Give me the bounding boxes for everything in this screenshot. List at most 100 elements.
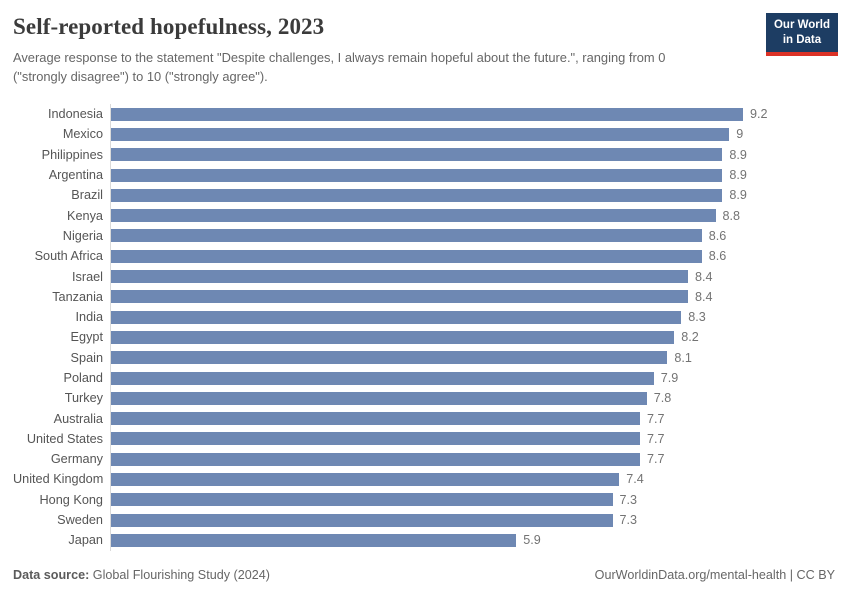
- country-label: United Kingdom: [13, 472, 104, 487]
- bar[interactable]: [111, 432, 640, 446]
- bar-area: 8.9: [110, 144, 850, 165]
- value-label: 5.9: [523, 533, 541, 548]
- bar-area: 7.8: [110, 388, 850, 409]
- chart-row: Tanzania 8.4: [13, 286, 850, 307]
- country-label: Poland: [63, 371, 103, 385]
- bar-area: 5.9: [110, 530, 850, 551]
- chart-row: Hong Kong 7.3: [13, 489, 850, 510]
- bar-chart: Indonesia 9.2 Mexico 9 Philippines 8.9 Argenti…: [13, 104, 850, 551]
- value-label: 7.7: [647, 431, 665, 446]
- bar[interactable]: [111, 188, 723, 202]
- value-label: 7.7: [647, 452, 665, 467]
- country-label: South Africa: [34, 249, 103, 264]
- chart-row: Japan 5.9: [13, 530, 850, 551]
- country-label: Sweden: [57, 513, 103, 528]
- bar-area: 7.7: [110, 408, 850, 429]
- bar-area: 7.3: [110, 489, 850, 510]
- country-label: Israel: [71, 269, 103, 284]
- country-label: India: [75, 310, 103, 325]
- chart-title: Self-reported hopefulness, 2023: [13, 14, 325, 39]
- chart-row: Brazil 8.9: [13, 185, 850, 206]
- country-label: Indonesia: [47, 107, 103, 122]
- bar-area: 7.9: [110, 367, 850, 389]
- bar[interactable]: [111, 249, 702, 263]
- bar-area: 9: [110, 124, 850, 145]
- value-label: 8.6: [708, 249, 727, 264]
- bar[interactable]: [111, 148, 723, 162]
- chart-row: United Kingdom 7.4: [13, 469, 850, 490]
- bar[interactable]: [111, 472, 620, 486]
- country-label: Nigeria: [62, 228, 103, 243]
- chart-row: Indonesia 9.2: [13, 104, 850, 125]
- country-label: Turkey: [64, 391, 103, 406]
- bar[interactable]: [111, 107, 743, 121]
- country-label: Australia: [53, 411, 103, 426]
- bar[interactable]: [111, 533, 517, 547]
- chart-footer: Data source: Global Flourishing Study (2…: [13, 568, 835, 582]
- bar[interactable]: [111, 229, 702, 243]
- bar[interactable]: [111, 168, 723, 182]
- bar[interactable]: [111, 209, 716, 223]
- chart-row: Poland 7.9: [13, 367, 850, 389]
- bar[interactable]: [111, 310, 682, 324]
- chart-row: Germany 7.7: [13, 449, 850, 470]
- bar-area: 8.3: [110, 306, 850, 328]
- data-source-note: Data source: Global Flourishing Study (2…: [13, 568, 270, 582]
- chart-row: Nigeria 8.6: [13, 225, 850, 247]
- data-source-value: Global Flourishing Study (2024): [89, 568, 270, 582]
- bar-area: 8.4: [110, 286, 850, 307]
- owid-citation-link[interactable]: OurWorldinData.org/mental-health | CC BY: [594, 568, 835, 582]
- bar[interactable]: [111, 127, 730, 141]
- country-label: Japan: [68, 533, 103, 548]
- bar-area: 8.1: [110, 347, 850, 368]
- chart-row: Philippines 8.9: [13, 144, 850, 165]
- bar[interactable]: [111, 330, 675, 344]
- chart-row: Egypt 8.2: [13, 327, 850, 348]
- bar[interactable]: [111, 270, 688, 284]
- bar-area: 8.8: [110, 205, 850, 226]
- bar[interactable]: [111, 493, 613, 507]
- bar[interactable]: [111, 452, 640, 466]
- value-label: 8.8: [722, 208, 741, 223]
- chart-row: Mexico 9: [13, 124, 850, 145]
- bar-area: 8.6: [110, 225, 850, 247]
- value-label: 8.4: [695, 269, 713, 284]
- bar-area: 9.2: [110, 104, 850, 125]
- chart-subtitle: Average response to the statement "Despi…: [13, 50, 666, 84]
- country-label: Hong Kong: [39, 492, 104, 507]
- bar-area: 7.3: [110, 509, 850, 531]
- value-label: 9.2: [750, 107, 768, 122]
- chart-row: Argentina 8.9: [13, 164, 850, 186]
- value-label: 8.9: [729, 168, 747, 183]
- value-label: 7.3: [619, 513, 638, 528]
- owid-logo[interactable]: Our World in Data: [765, 13, 838, 56]
- country-label: Spain: [70, 350, 103, 365]
- country-label: Kenya: [67, 208, 103, 223]
- chart-row: South Africa 8.6: [13, 246, 850, 267]
- bar[interactable]: [111, 351, 668, 365]
- chart-row: India 8.3: [13, 306, 850, 328]
- owid-logo-line2: in Data: [782, 33, 822, 46]
- chart-header: Self-reported hopefulness, 2023 Average …: [13, 14, 750, 86]
- country-label: Mexico: [62, 127, 103, 142]
- bar-area: 8.4: [110, 266, 850, 287]
- value-label: 7.9: [660, 371, 679, 385]
- bar[interactable]: [111, 412, 640, 426]
- chart-row: Turkey 7.8: [13, 388, 850, 409]
- bar-area: 8.6: [110, 246, 850, 267]
- chart-row: Australia 7.7: [13, 408, 850, 429]
- bar-area: 7.7: [110, 428, 850, 450]
- chart-row: Sweden 7.3: [13, 509, 850, 531]
- country-label: Brazil: [71, 188, 103, 203]
- bar[interactable]: [111, 391, 647, 405]
- bar[interactable]: [111, 290, 688, 304]
- bar-area: 8.9: [110, 185, 850, 206]
- value-label: 8.9: [729, 188, 747, 203]
- value-label: 7.4: [626, 472, 644, 487]
- bar[interactable]: [111, 371, 654, 385]
- value-label: 9: [736, 127, 744, 142]
- chart-row: Kenya 8.8: [13, 205, 850, 226]
- bar[interactable]: [111, 513, 613, 527]
- bar-area: 7.7: [110, 449, 850, 470]
